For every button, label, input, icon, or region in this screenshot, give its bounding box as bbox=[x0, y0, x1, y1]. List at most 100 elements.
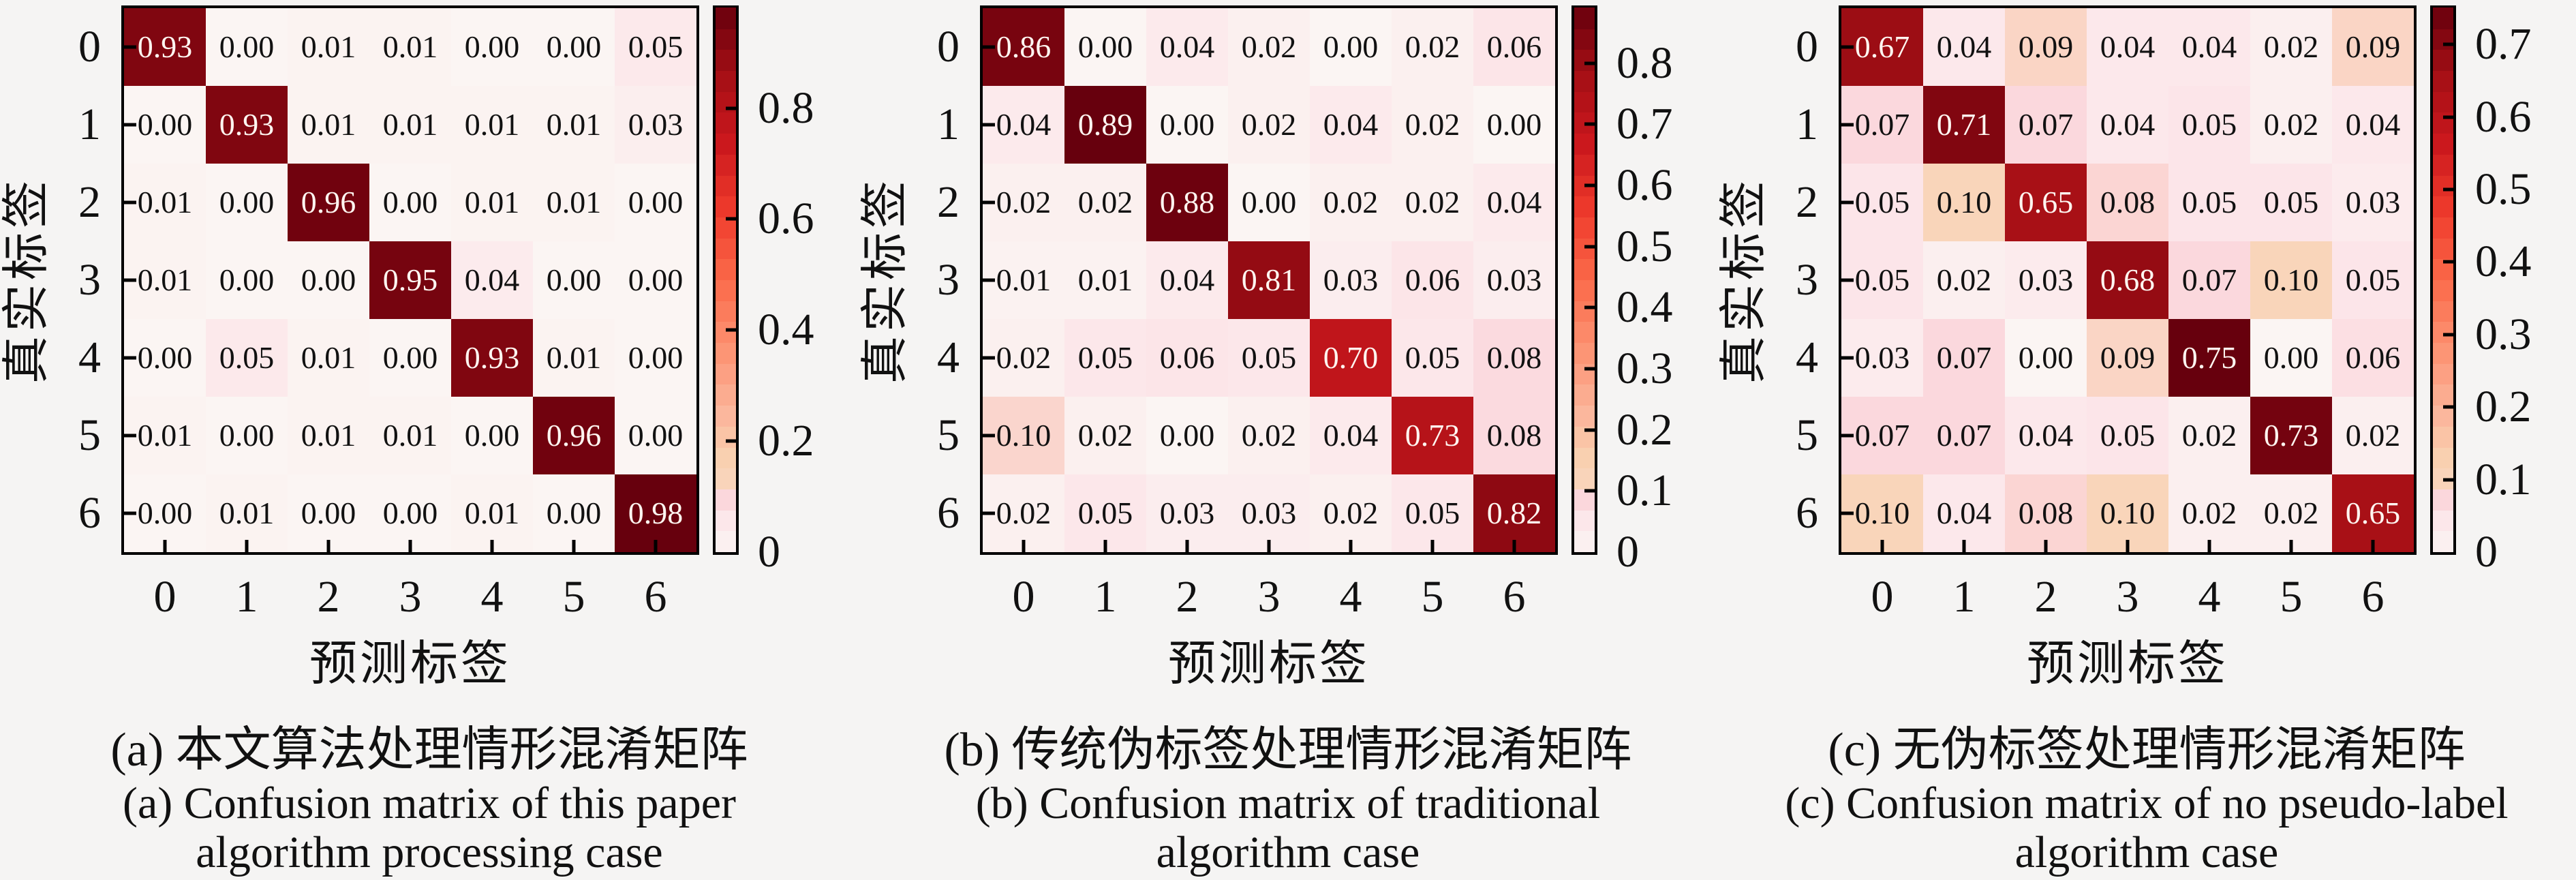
colorbar-segment bbox=[1574, 28, 1595, 50]
matrix-cell: 0.01 bbox=[124, 164, 206, 241]
y-axis-tick-mark bbox=[1841, 200, 1854, 204]
colorbar-segment bbox=[2433, 342, 2453, 364]
colorbar-segment bbox=[716, 28, 736, 50]
matrix-cell: 0.01 bbox=[983, 241, 1064, 319]
x-axis-label: 预测标签 bbox=[2027, 638, 2228, 691]
colorbar-tick-mark bbox=[726, 328, 736, 332]
matrix-cell: 0.00 bbox=[1146, 86, 1228, 164]
matrix-cell: 0.08 bbox=[1473, 319, 1555, 397]
colorbar-tick-label: 0.4 bbox=[1616, 282, 1673, 333]
x-tick-label: 0 bbox=[1012, 572, 1035, 622]
matrix-cell: 0.01 bbox=[369, 8, 451, 86]
matrix-cell: 0.02 bbox=[1392, 8, 1473, 86]
matrix-cell: 0.03 bbox=[1310, 241, 1392, 319]
matrix-cell: 0.00 bbox=[288, 474, 369, 552]
matrix-cell: 0.01 bbox=[124, 241, 206, 319]
colorbar-tick-label: 0.3 bbox=[1616, 344, 1673, 393]
matrix-cell: 0.00 bbox=[206, 241, 288, 319]
colorbar-segment bbox=[2433, 321, 2453, 344]
colorbar-segment bbox=[716, 468, 736, 489]
matrix-cell: 0.02 bbox=[2250, 86, 2332, 164]
y-axis-tick-mark bbox=[983, 278, 995, 282]
matrix-cell: 0.00 bbox=[369, 319, 451, 397]
x-axis-tick-mark bbox=[2371, 540, 2375, 552]
matrix-cell: 0.05 bbox=[206, 319, 288, 397]
colorbar-tick-label: 0.7 bbox=[2475, 19, 2532, 70]
matrix-cell: 0.07 bbox=[1923, 397, 2005, 474]
x-tick-label: 2 bbox=[1176, 572, 1199, 622]
colorbar-tick-mark bbox=[1584, 489, 1595, 493]
matrix-cell: 0.02 bbox=[1310, 164, 1392, 241]
matrix-cell: 0.00 bbox=[615, 241, 696, 319]
matrix-cell: 0.02 bbox=[2168, 397, 2250, 474]
colorbar-tick-mark bbox=[726, 106, 736, 110]
matrix-cell: 0.02 bbox=[1392, 86, 1473, 164]
y-tick-label: 0 bbox=[1796, 22, 1818, 72]
matrix-cell: 0.01 bbox=[206, 474, 288, 552]
matrix-cell: 0.05 bbox=[1392, 474, 1473, 552]
matrix-cell: 0.06 bbox=[1146, 319, 1228, 397]
matrix-cell: 0.01 bbox=[124, 397, 206, 474]
matrix-cell: 0.06 bbox=[1473, 8, 1555, 86]
colorbar-tick-label: 0.8 bbox=[1616, 37, 1673, 88]
matrix-cell: 0.00 bbox=[206, 397, 288, 474]
matrix-cell: 0.09 bbox=[2005, 8, 2087, 86]
colorbar-tick-mark bbox=[2443, 333, 2453, 337]
y-axis-tick-mark bbox=[1841, 123, 1854, 127]
caption-english-line1: (c) Confusion matrix of no pseudo-label bbox=[1785, 778, 2509, 828]
colorbar-segment bbox=[716, 133, 736, 155]
colorbar-segment bbox=[716, 300, 736, 322]
y-axis-tick-mark bbox=[124, 511, 136, 515]
y-tick-label: 3 bbox=[937, 255, 960, 305]
matrix-cell: 0.00 bbox=[1473, 86, 1555, 164]
colorbar bbox=[1571, 5, 1597, 555]
matrix-cell: 0.04 bbox=[2332, 86, 2414, 164]
colorbar-segment bbox=[1574, 405, 1595, 427]
colorbar-segment bbox=[716, 70, 736, 92]
colorbar-segment bbox=[2433, 28, 2453, 50]
matrix-cell: 0.02 bbox=[2332, 397, 2414, 474]
matrix-cell: 0.05 bbox=[615, 8, 696, 86]
y-tick-label: 2 bbox=[78, 177, 101, 227]
matrix-cell: 0.04 bbox=[1146, 8, 1228, 86]
matrix-cell: 0.01 bbox=[288, 86, 369, 164]
colorbar-segment bbox=[716, 363, 736, 385]
matrix-cell: 0.96 bbox=[533, 397, 615, 474]
colorbar-segment bbox=[2433, 530, 2453, 552]
colorbar-tick-label: 0.2 bbox=[758, 416, 814, 466]
matrix-cell: 0.00 bbox=[533, 241, 615, 319]
matrix-cell: 0.04 bbox=[2005, 397, 2087, 474]
x-axis-tick-mark bbox=[245, 540, 249, 552]
x-axis-tick-mark bbox=[2126, 540, 2130, 552]
matrix-cell: 0.03 bbox=[615, 86, 696, 164]
colorbar-segment bbox=[716, 342, 736, 364]
matrix-cell: 0.75 bbox=[2168, 319, 2250, 397]
matrix-cell: 0.04 bbox=[2168, 8, 2250, 86]
matrix-cell: 0.01 bbox=[533, 86, 615, 164]
matrix-cell: 0.86 bbox=[983, 8, 1064, 86]
colorbar-segment bbox=[1574, 321, 1595, 344]
matrix-cell: 0.00 bbox=[124, 86, 206, 164]
colorbar-tick-mark bbox=[2443, 187, 2453, 192]
y-tick-label: 5 bbox=[78, 410, 101, 460]
y-tick-label: 3 bbox=[1796, 255, 1818, 305]
matrix-cell: 0.02 bbox=[983, 319, 1064, 397]
matrix-cell: 0.88 bbox=[1146, 164, 1228, 241]
heatmap-grid: 0.86 0.00 0.04 0.02 0.00 0.02 0.06 0.04 0.89 0.00… bbox=[983, 8, 1555, 552]
colorbar-segment bbox=[2433, 7, 2453, 29]
y-axis-tick-mark bbox=[124, 200, 136, 204]
colorbar-segment bbox=[1574, 133, 1595, 155]
matrix-cell: 0.08 bbox=[2005, 474, 2087, 552]
matrix-cell: 0.02 bbox=[1392, 164, 1473, 241]
y-tick-label: 4 bbox=[78, 333, 101, 382]
colorbar-segment bbox=[1574, 530, 1595, 552]
matrix-cell: 0.04 bbox=[1146, 241, 1228, 319]
colorbar-segment bbox=[2433, 384, 2453, 406]
matrix-cell: 0.04 bbox=[451, 241, 533, 319]
matrix-cell: 0.07 bbox=[2168, 241, 2250, 319]
matrix-cell: 0.00 bbox=[615, 319, 696, 397]
x-tick-label: 5 bbox=[562, 572, 585, 622]
matrix-cell: 0.01 bbox=[1064, 241, 1146, 319]
matrix-cell: 0.00 bbox=[369, 474, 451, 552]
matrix-cell: 0.10 bbox=[2250, 241, 2332, 319]
